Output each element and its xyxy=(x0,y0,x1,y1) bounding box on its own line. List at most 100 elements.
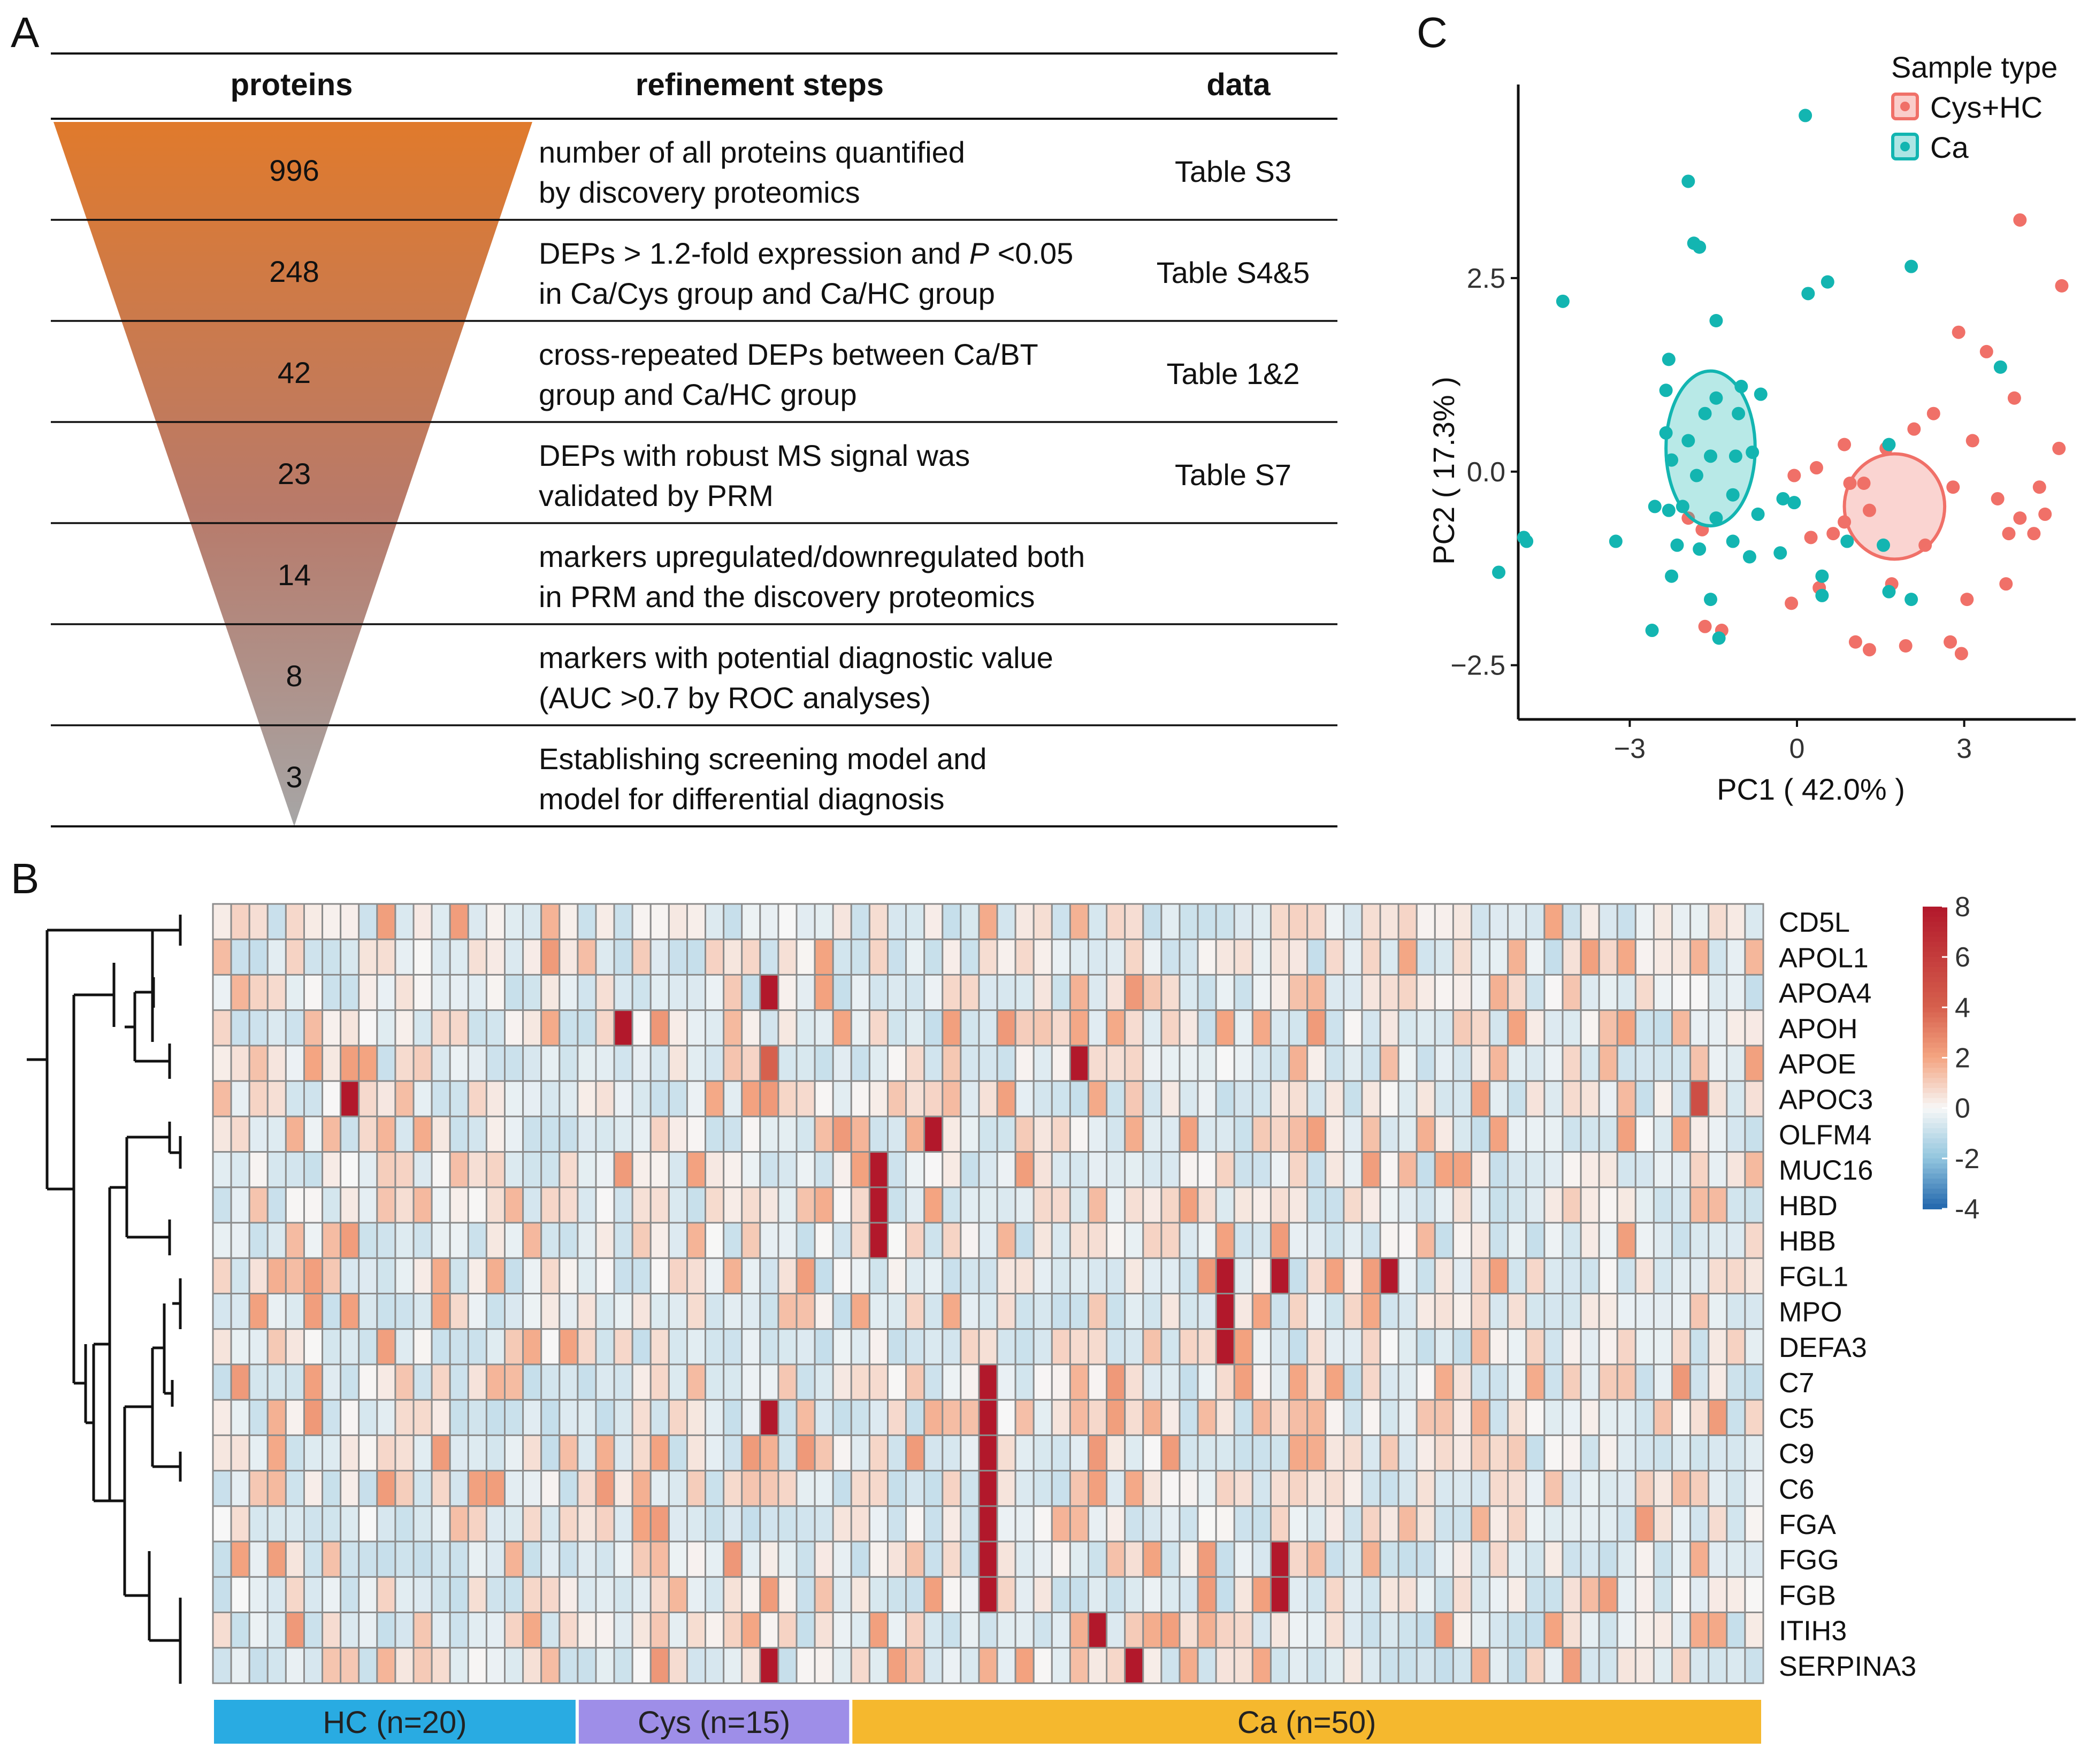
heatmap-cell xyxy=(1726,1434,1746,1472)
heatmap-cell xyxy=(1069,1328,1090,1366)
heatmap-cell xyxy=(796,1399,816,1436)
heatmap-cell xyxy=(1343,1505,1363,1543)
heatmap-cell xyxy=(1580,1009,1600,1047)
data-point xyxy=(1882,438,1896,451)
heatmap-cell xyxy=(1106,1080,1126,1117)
heatmap-cell xyxy=(1142,1080,1162,1117)
heatmap-cell xyxy=(668,1647,688,1684)
heatmap-cell xyxy=(978,1505,998,1543)
heatmap-cell xyxy=(1179,1399,1199,1436)
heatmap-cell xyxy=(1653,1151,1673,1188)
heatmap-cell xyxy=(1452,938,1472,976)
heatmap-cell xyxy=(1543,1080,1564,1117)
heatmap-cell xyxy=(1288,1151,1309,1188)
heatmap-cell xyxy=(394,1009,415,1047)
heatmap-cell xyxy=(540,1080,561,1117)
heatmap-cell xyxy=(1397,938,1418,976)
heatmap-cell xyxy=(285,1363,305,1401)
heatmap-cell xyxy=(1051,973,1071,1011)
heatmap-cell xyxy=(850,1505,870,1543)
heatmap-cell xyxy=(1634,1293,1655,1330)
data-point xyxy=(1926,407,1940,420)
heatmap-cell xyxy=(1616,1647,1636,1684)
data-point xyxy=(1907,422,1921,436)
heatmap-cell xyxy=(1689,1328,1710,1366)
heatmap-cell xyxy=(504,1222,524,1259)
heatmap-cell xyxy=(595,1293,615,1330)
heatmap-cell xyxy=(960,1080,980,1117)
heatmap-cell xyxy=(886,1151,907,1188)
heatmap-cell xyxy=(1233,938,1253,976)
heatmap-cell xyxy=(230,1576,250,1614)
heatmap-cell xyxy=(741,1257,761,1294)
heatmap-cell xyxy=(996,1399,1016,1436)
heatmap-cell xyxy=(1142,1115,1162,1153)
heatmap-cell xyxy=(1397,1505,1418,1543)
heatmap-cell xyxy=(978,1434,998,1472)
heatmap-cell xyxy=(340,1257,360,1294)
heatmap-cell xyxy=(1233,1009,1253,1047)
group-label: Ca (n=50) xyxy=(1237,1705,1376,1740)
heatmap-cell xyxy=(668,1222,688,1259)
heatmap-cell xyxy=(431,1434,451,1472)
heatmap-cell xyxy=(1543,1257,1564,1294)
heatmap-cell xyxy=(705,1363,725,1401)
heatmap-cell xyxy=(705,973,725,1011)
heatmap-cell xyxy=(1361,1009,1381,1047)
heatmap-cell xyxy=(741,1470,761,1507)
heatmap-cell xyxy=(1142,1045,1162,1082)
heatmap-cell xyxy=(850,1115,870,1153)
heatmap-cell xyxy=(759,1505,779,1543)
heatmap-cell xyxy=(996,1222,1016,1259)
heatmap-cell xyxy=(1598,1612,1618,1649)
heatmap-cell xyxy=(340,1470,360,1507)
heatmap-cell xyxy=(1507,938,1527,976)
heatmap-cell xyxy=(1160,1186,1181,1224)
row-label: DEFA3 xyxy=(1779,1332,1867,1363)
colorbar-segment xyxy=(1923,992,1947,998)
heatmap-cell xyxy=(1160,1434,1181,1472)
heatmap-cell xyxy=(796,1257,816,1294)
heatmap-cell xyxy=(1562,1612,1582,1649)
heatmap-cell xyxy=(814,903,834,940)
heatmap-cell xyxy=(1179,1080,1199,1117)
heatmap-cell xyxy=(1507,1045,1527,1082)
heatmap-cell xyxy=(1069,1540,1090,1578)
heatmap-cell xyxy=(942,973,962,1011)
heatmap-cell xyxy=(1580,1257,1600,1294)
heatmap-cell xyxy=(1088,973,1108,1011)
colorbar-segment xyxy=(1923,1068,1947,1073)
heatmap-cell xyxy=(649,1612,670,1649)
heatmap-cell xyxy=(1233,1222,1253,1259)
colorbar-segment xyxy=(1923,1118,1947,1124)
data-point xyxy=(1681,174,1695,188)
heatmap-cell xyxy=(1032,903,1053,940)
heatmap-cell xyxy=(340,1045,360,1082)
heatmap-cell xyxy=(1361,973,1381,1011)
heatmap-cell xyxy=(1726,1505,1746,1543)
heatmap-cell xyxy=(595,1009,615,1047)
heatmap-cell xyxy=(1489,1045,1509,1082)
heatmap-cell xyxy=(1269,1045,1290,1082)
heatmap-cell xyxy=(960,1009,980,1047)
heatmap-cell xyxy=(1160,1115,1181,1153)
heatmap-cell xyxy=(631,1151,652,1188)
heatmap-cell xyxy=(1306,1363,1327,1401)
data-point xyxy=(1954,647,1968,661)
heatmap-cell xyxy=(1124,1505,1144,1543)
heatmap-cell xyxy=(266,1080,287,1117)
heatmap-cell xyxy=(741,1222,761,1259)
heatmap-cell xyxy=(1197,1257,1217,1294)
heatmap-cell xyxy=(723,1647,743,1684)
heatmap-cell xyxy=(631,1540,652,1578)
heatmap-cell xyxy=(412,1293,433,1330)
heatmap-cell xyxy=(412,1045,433,1082)
panel-b: B CD5LAPOL1APOA4APOHAPOEAPOC3OLFM4MUC16H… xyxy=(11,855,1979,1744)
row-label: C5 xyxy=(1779,1403,1814,1434)
heatmap-cell xyxy=(1489,1399,1509,1436)
heatmap-cell xyxy=(1616,1540,1636,1578)
heatmap-cell xyxy=(1416,1434,1436,1472)
heatmap-cell xyxy=(996,973,1016,1011)
step-line-2: by discovery proteomics xyxy=(539,175,860,209)
